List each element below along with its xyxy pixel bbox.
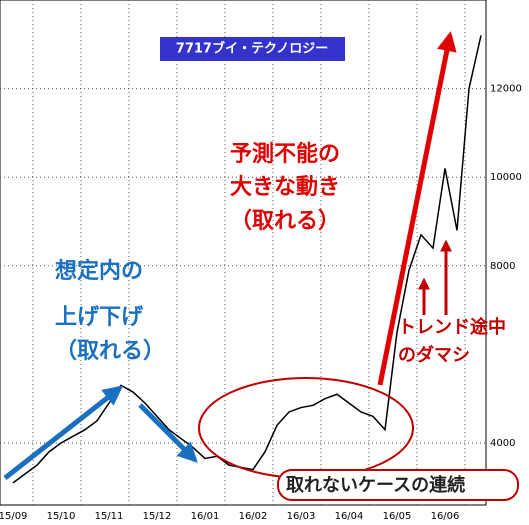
note-box — [277, 469, 519, 501]
arrow — [3, 385, 124, 480]
chart-title: 7717ブイ・テクノロジー — [176, 41, 328, 57]
x-tick-label: 15/10 — [47, 511, 76, 522]
x-tick-label: 15/12 — [143, 511, 172, 522]
x-tick-label: 16/02 — [239, 511, 268, 522]
y-tick-label: 4000 — [490, 438, 515, 449]
y-tick-label: 10000 — [490, 172, 522, 183]
annotation: 想定内の — [55, 258, 143, 284]
annotation: 上げ下げ — [55, 305, 144, 330]
x-tick-label: 16/01 — [191, 511, 220, 522]
arrow — [377, 31, 457, 386]
x-tick-label: 15/09 — [0, 511, 27, 522]
x-tick-label: 16/03 — [287, 511, 316, 522]
annotation: 大きな動き — [230, 175, 340, 200]
x-tick-label: 16/04 — [335, 511, 364, 522]
highlight-ellipse — [198, 377, 414, 479]
title-box — [160, 37, 345, 61]
arrow — [138, 403, 198, 463]
plot-frame — [0, 0, 487, 506]
annotation: （取れる） — [55, 339, 165, 364]
annotation: のダマシ — [398, 344, 470, 366]
y-tick-label: 12000 — [490, 84, 522, 95]
price-line — [12, 35, 482, 484]
x-tick-label: 16/05 — [383, 511, 412, 522]
annotation: 予測不能の — [230, 141, 340, 167]
annotation: 取れないケースの連続 — [286, 474, 465, 496]
x-tick-label: 15/11 — [95, 511, 124, 522]
x-tick-label: 16/06 — [431, 511, 460, 522]
annotation: トレンド途中 — [398, 316, 506, 338]
annotation: （取れる） — [230, 209, 340, 234]
y-tick-label: 8000 — [490, 261, 515, 272]
